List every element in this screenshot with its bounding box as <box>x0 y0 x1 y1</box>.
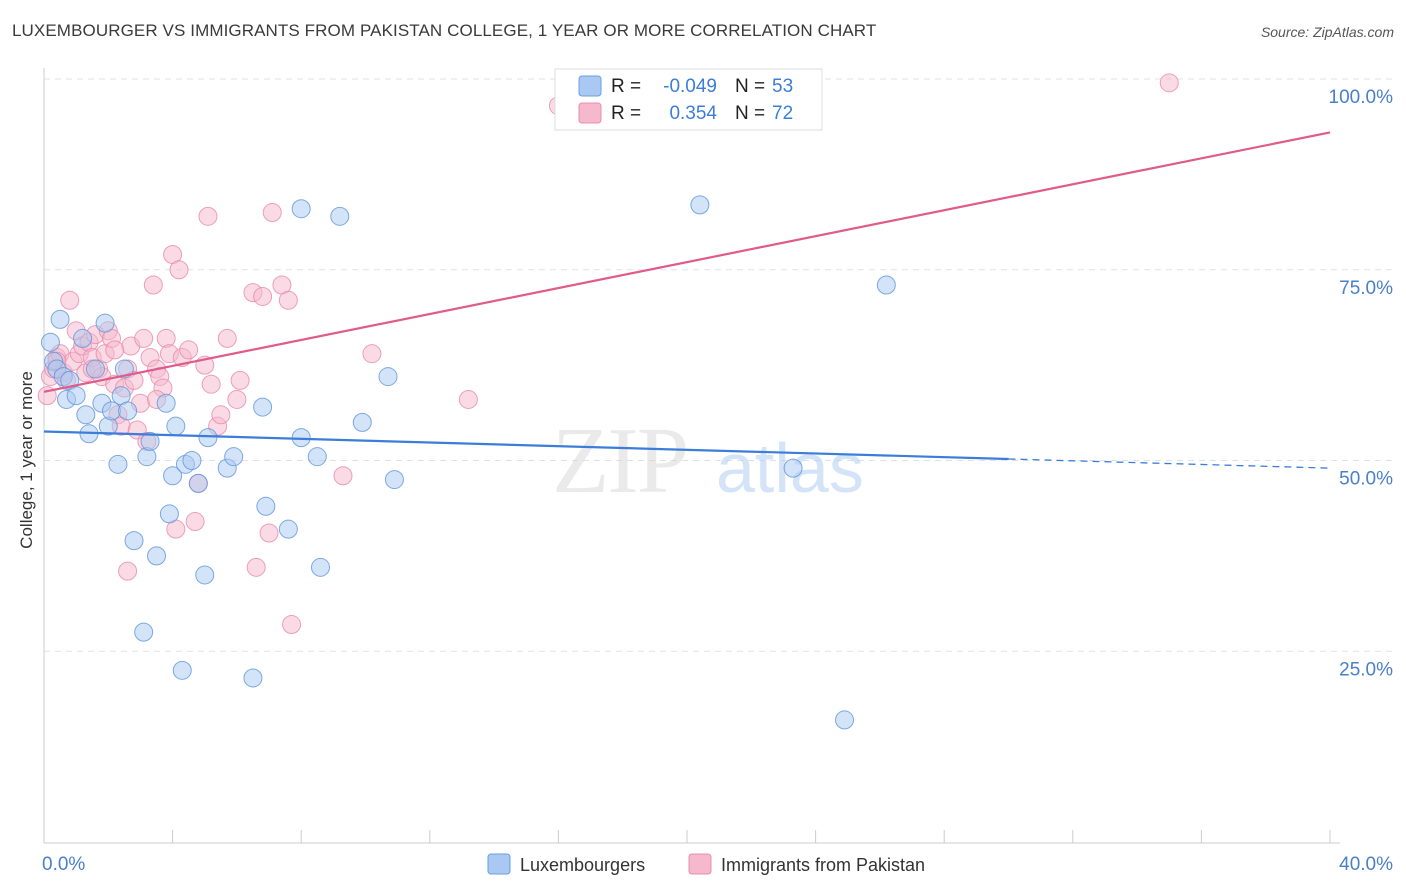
point-luxembourgers-43 <box>307 447 327 467</box>
point-pakistan-50 <box>217 328 237 348</box>
point-luxembourgers-13 <box>95 313 115 333</box>
point-pakistan-51 <box>230 370 250 390</box>
y-tick-label-100: 100.0% <box>1329 87 1394 108</box>
point-luxembourgers-3 <box>50 309 70 329</box>
y-tick-label-75: 75.0% <box>1339 278 1393 299</box>
trend-luxembourgers-dashed <box>1008 458 1331 469</box>
stats-r-label-1: R = <box>611 103 641 124</box>
stats-legend: R = -0.049 N = 53 R = 0.354 N = 72 <box>554 68 823 131</box>
trend-lines <box>43 131 1331 469</box>
series-luxembourgers-points <box>40 195 896 730</box>
stats-n-value-0: 53 <box>772 76 793 97</box>
point-pakistan-55 <box>259 523 279 543</box>
point-luxembourgers-27 <box>163 466 183 486</box>
point-pakistan-41 <box>169 260 189 280</box>
legend-label-pakistan: Immigrants from Pakistan <box>721 855 925 875</box>
point-pakistan-64 <box>1159 73 1179 93</box>
stats-n-value-1: 72 <box>772 103 793 124</box>
point-pakistan-61 <box>362 344 382 364</box>
point-luxembourgers-18 <box>114 359 134 379</box>
point-pakistan-59 <box>282 615 302 635</box>
point-luxembourgers-8 <box>73 328 93 348</box>
point-luxembourgers-48 <box>384 470 404 490</box>
point-luxembourgers-20 <box>124 531 144 551</box>
legend-label-luxembourgers: Luxembourgers <box>520 855 645 875</box>
point-luxembourgers-49 <box>690 195 710 215</box>
chart-title: LUXEMBOURGER VS IMMIGRANTS FROM PAKISTAN… <box>12 21 877 40</box>
point-pakistan-33 <box>143 275 163 295</box>
point-luxembourgers-42 <box>291 199 311 219</box>
point-luxembourgers-7 <box>66 386 86 406</box>
bottom-legend: Luxembourgers Immigrants from Pakistan <box>487 853 925 875</box>
point-pakistan-43 <box>179 340 199 360</box>
point-luxembourgers-15 <box>102 401 122 421</box>
point-luxembourgers-37 <box>243 668 263 688</box>
point-pakistan-7 <box>60 290 80 310</box>
point-luxembourgers-51 <box>835 710 855 730</box>
stats-r-value-0: -0.049 <box>663 76 717 97</box>
point-luxembourgers-36 <box>224 447 244 467</box>
point-luxembourgers-46 <box>352 412 372 432</box>
point-luxembourgers-52 <box>876 275 896 295</box>
point-pakistan-62 <box>458 389 478 409</box>
trend-pakistan <box>43 131 1331 393</box>
stats-swatch-pink <box>578 102 602 124</box>
point-luxembourgers-34 <box>198 428 218 448</box>
point-luxembourgers-0 <box>40 332 60 352</box>
point-luxembourgers-25 <box>156 393 176 413</box>
x-tick-label-min: 0.0% <box>42 854 85 875</box>
point-luxembourgers-40 <box>278 519 298 539</box>
stats-r-value-1: 0.354 <box>669 103 717 124</box>
point-luxembourgers-23 <box>140 431 160 451</box>
stats-n-label-1: N = <box>735 103 765 124</box>
axes <box>43 68 1340 844</box>
legend-swatch-luxembourgers <box>487 853 511 875</box>
y-tick-label-25: 25.0% <box>1339 659 1393 680</box>
y-tick-label-50: 50.0% <box>1339 469 1393 490</box>
point-pakistan-30 <box>134 328 154 348</box>
grid <box>44 78 1395 652</box>
point-pakistan-47 <box>198 206 218 226</box>
point-luxembourgers-44 <box>310 557 330 577</box>
stats-r-label-0: R = <box>611 76 641 97</box>
point-pakistan-60 <box>333 466 353 486</box>
x-tick-label-max: 40.0% <box>1339 854 1393 875</box>
point-luxembourgers-26 <box>159 504 179 524</box>
point-luxembourgers-47 <box>378 367 398 387</box>
point-luxembourgers-45 <box>330 206 350 226</box>
point-pakistan-49 <box>211 405 231 425</box>
point-pakistan-54 <box>253 286 273 306</box>
point-luxembourgers-33 <box>195 565 215 585</box>
point-luxembourgers-9 <box>76 405 96 425</box>
trend-luxembourgers-solid <box>43 430 1009 461</box>
series-pakistan-points <box>37 73 1179 635</box>
point-luxembourgers-19 <box>118 401 138 421</box>
stats-swatch-blue <box>578 75 602 97</box>
stats-n-label-0: N = <box>735 76 765 97</box>
point-luxembourgers-28 <box>166 416 186 436</box>
point-pakistan-71 <box>227 389 247 409</box>
legend-swatch-pakistan <box>688 853 712 875</box>
point-pakistan-53 <box>246 557 266 577</box>
point-luxembourgers-24 <box>147 546 167 566</box>
point-pakistan-65 <box>118 561 138 581</box>
point-pakistan-70 <box>201 374 221 394</box>
point-pakistan-56 <box>262 203 282 223</box>
point-luxembourgers-29 <box>172 660 192 680</box>
watermark-zip: ZIP <box>552 409 687 513</box>
point-pakistan-44 <box>185 512 205 532</box>
point-luxembourgers-16 <box>108 454 128 474</box>
point-luxembourgers-21 <box>134 622 154 642</box>
point-luxembourgers-32 <box>188 473 208 493</box>
tick-labels: 25.0% 50.0% 75.0% 100.0% 0.0% 40.0% <box>42 87 1393 875</box>
source-label: Source: ZipAtlas.com <box>1260 24 1394 40</box>
point-luxembourgers-39 <box>256 496 276 516</box>
point-pakistan-58 <box>278 290 298 310</box>
point-luxembourgers-31 <box>182 451 202 470</box>
point-luxembourgers-38 <box>253 397 273 417</box>
point-pakistan-69 <box>105 340 125 360</box>
point-luxembourgers-11 <box>85 359 105 379</box>
point-luxembourgers-50 <box>783 458 803 478</box>
